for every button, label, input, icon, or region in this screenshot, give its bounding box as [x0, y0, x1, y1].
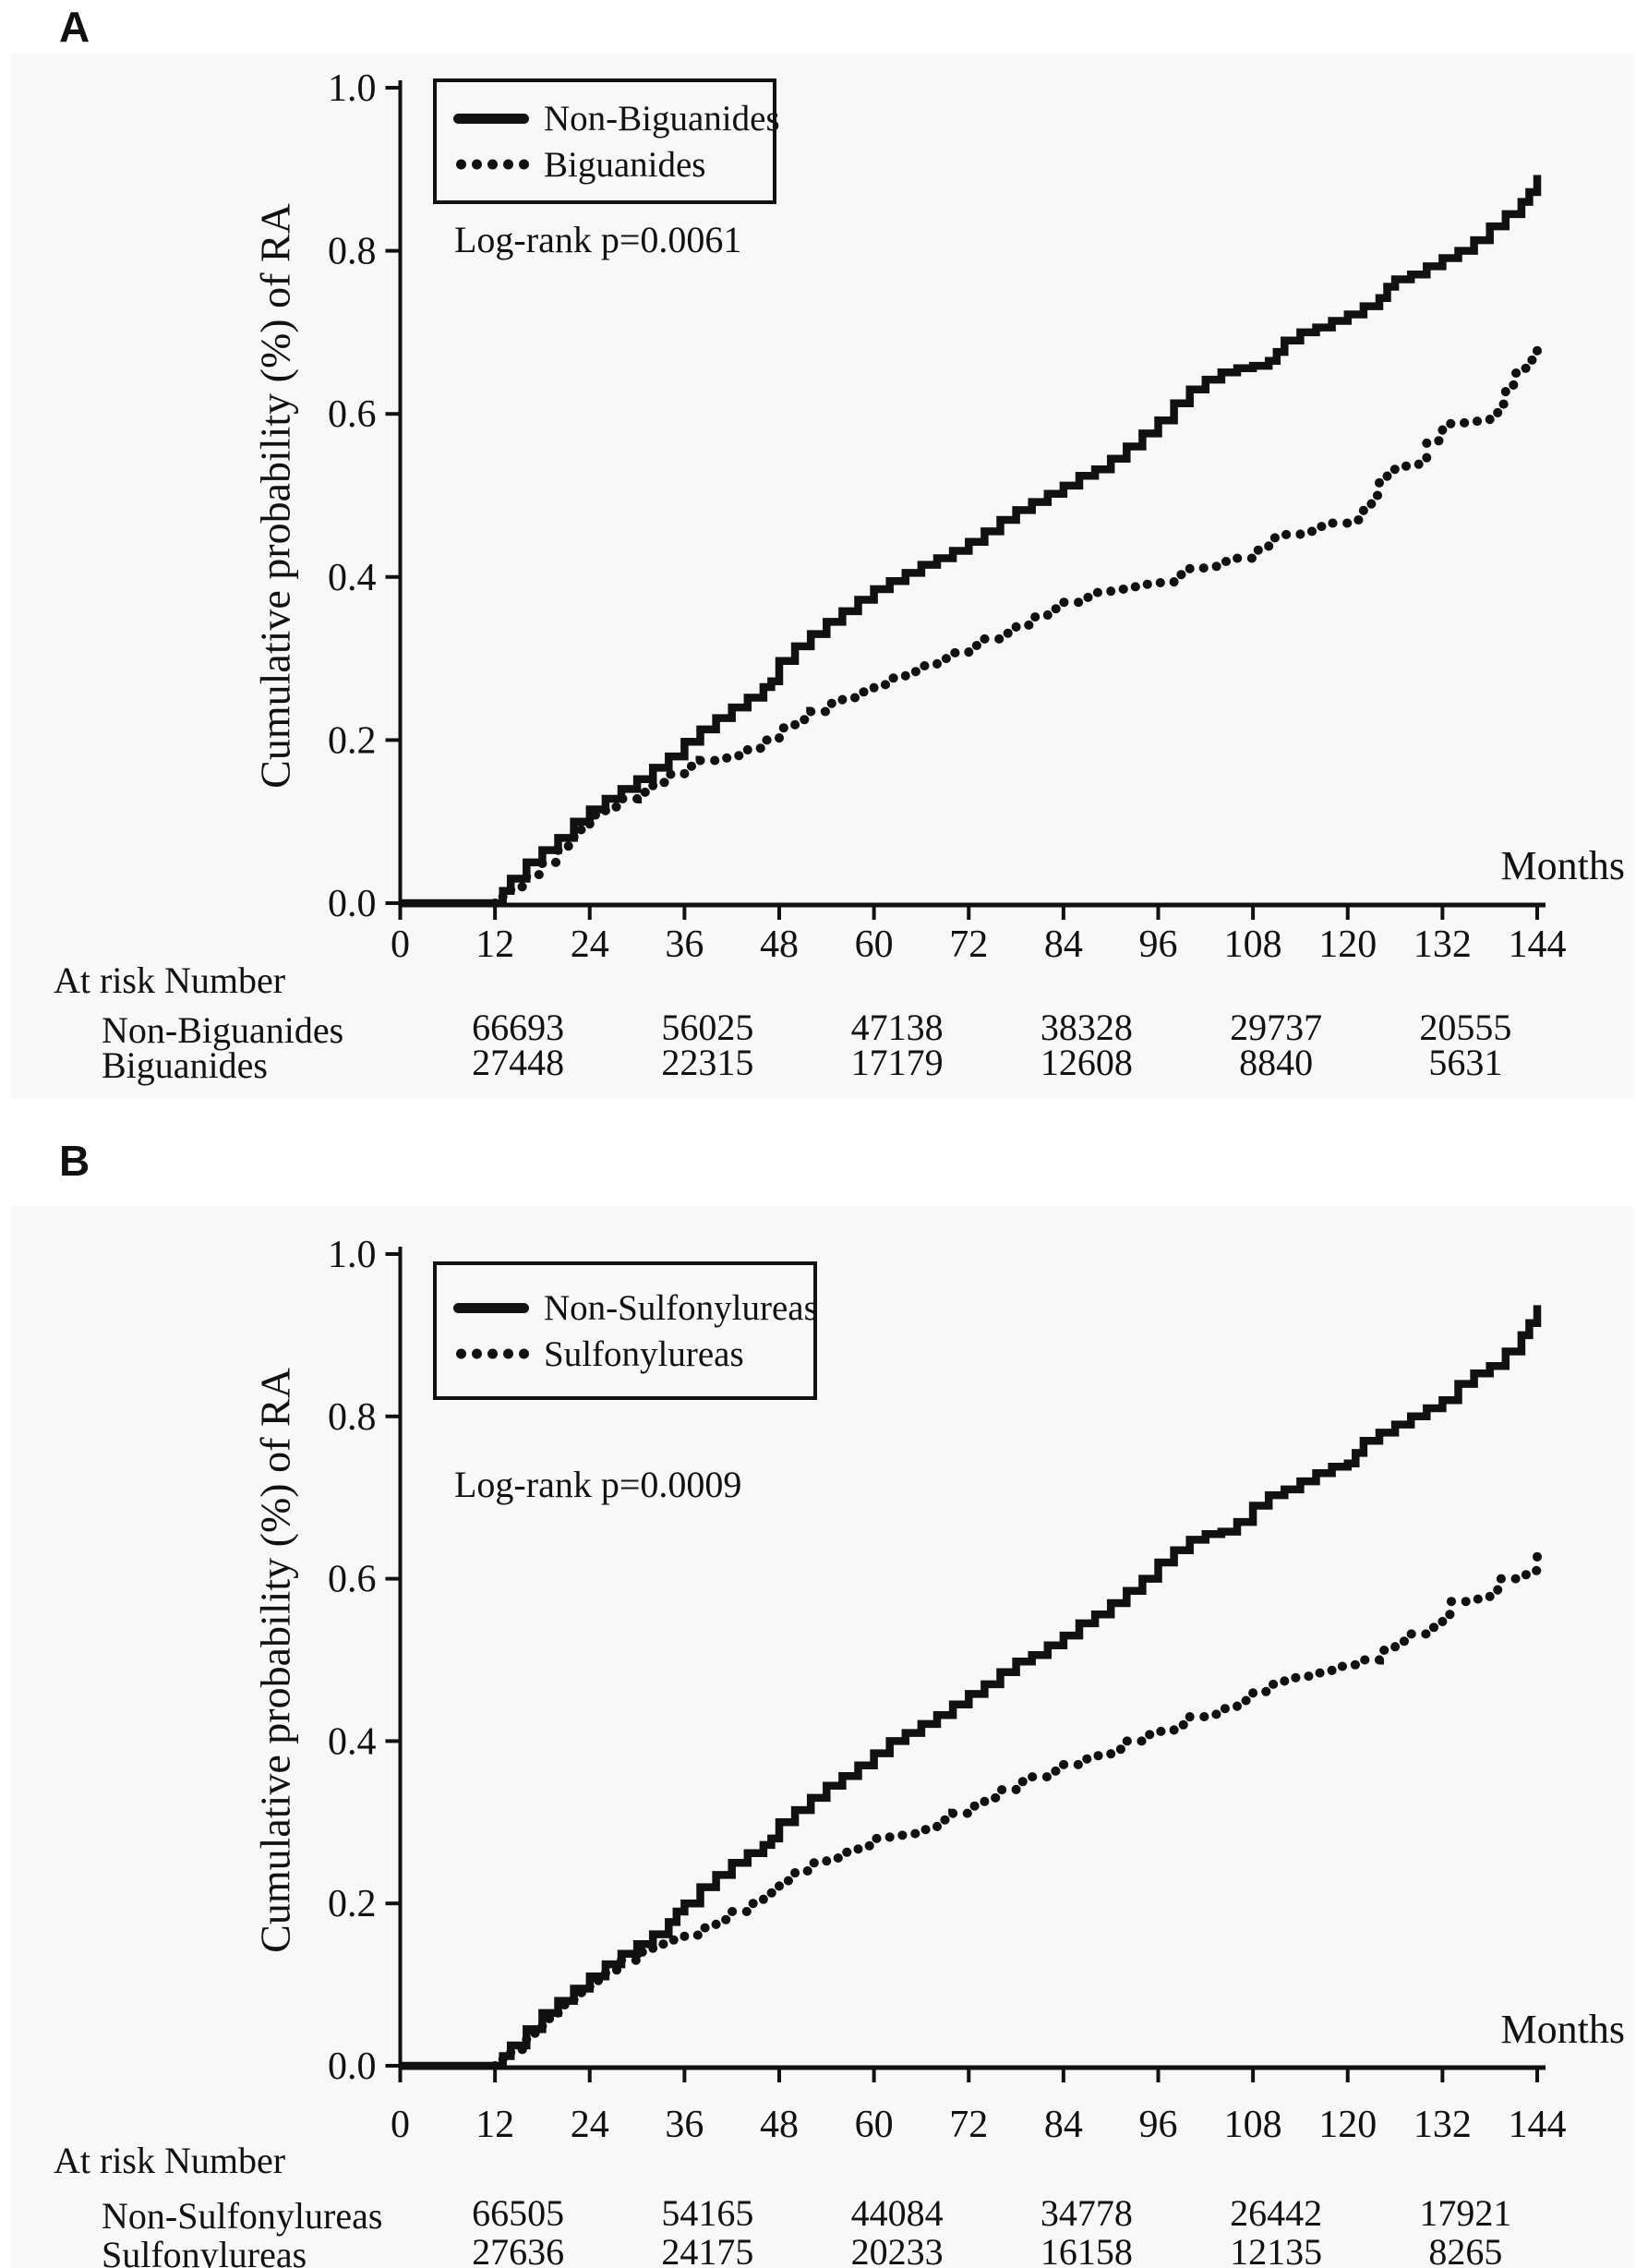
legend-a: Non-Biguanides Biguanides [433, 78, 780, 204]
x-tick-label: 24 [571, 2104, 609, 2146]
at-risk-header-a: At risk Number [54, 959, 286, 1001]
dotted-line-icon [453, 1347, 529, 1360]
panel-a-background [11, 54, 1634, 1099]
at-risk-value: 34778 [1041, 2192, 1133, 2234]
biguanides-curve [490, 339, 1542, 908]
at-risk-value: 20233 [851, 2231, 944, 2268]
y-tick-label: 0.0 [328, 883, 377, 925]
legend-entry-sulfonylureas: Sulfonylureas [453, 1333, 802, 1374]
y-tick-label: 0.6 [328, 393, 377, 436]
x-tick-label: 144 [1509, 923, 1567, 966]
legend-entry-non-biguanides: Non-Biguanides [453, 98, 780, 139]
x-tick-label: 96 [1139, 2104, 1178, 2146]
at-risk-value: 66693 [472, 1007, 564, 1048]
legend-label: Biguanides [544, 144, 706, 185]
at-risk-row-label: Non-Sulfonylureas [102, 2195, 383, 2237]
x-tick-label: 60 [855, 2104, 894, 2146]
at-risk-value: 17179 [851, 1042, 944, 1083]
legend-label: Non-Sulfonylureas [544, 1287, 818, 1328]
x-tick-label: 132 [1413, 2104, 1472, 2146]
at-risk-row-label: Biguanides [102, 1044, 268, 1086]
y-tick-label: 1.0 [328, 67, 377, 110]
x-tick-label: 108 [1224, 2104, 1282, 2146]
x-tick-label: 72 [949, 2104, 988, 2146]
x-tick-label: 36 [665, 2104, 704, 2146]
at-risk-value: 20555 [1419, 1007, 1511, 1048]
panel-b-background [11, 1206, 1634, 2268]
y-tick-label: 0.2 [328, 1883, 377, 1925]
y-axis-title-a: Cumulative probability (%) of RA [251, 203, 299, 789]
at-risk-value: 27636 [472, 2231, 564, 2268]
at-risk-value: 54165 [661, 2192, 753, 2234]
logrank-pvalue-a: Log-rank p=0.0061 [454, 219, 742, 260]
at-risk-value: 8840 [1239, 1042, 1313, 1083]
x-tick-label: 84 [1044, 923, 1083, 966]
at-risk-value: 27448 [472, 1042, 564, 1083]
x-tick-label: 12 [475, 923, 514, 966]
at-risk-value: 17921 [1419, 2192, 1511, 2234]
y-tick-label: 0.8 [328, 1396, 377, 1439]
y-tick-label: 0.2 [328, 719, 377, 762]
y-tick-label: 1.0 [328, 1234, 377, 1276]
x-tick-label: 120 [1318, 923, 1377, 966]
legend-b: Non-Sulfonylureas Sulfonylureas [433, 1261, 818, 1400]
x-tick-label: 108 [1224, 923, 1282, 966]
x-tick-label: 48 [760, 923, 799, 966]
at-risk-value: 5631 [1428, 1042, 1502, 1083]
legend-label: Sulfonylureas [544, 1333, 744, 1374]
non-sulfonylureas-curve [400, 1305, 1542, 2070]
x-tick-label: 96 [1139, 923, 1178, 966]
y-tick-label: 0.0 [328, 2045, 377, 2088]
at-risk-value: 47138 [851, 1007, 944, 1048]
y-tick-label: 0.4 [328, 1720, 377, 1763]
panel-a-label: A [59, 3, 90, 51]
x-tick-label: 84 [1044, 2104, 1083, 2146]
at-risk-value: 56025 [661, 1007, 753, 1048]
at-risk-value: 29737 [1230, 1007, 1322, 1048]
x-tick-label: 144 [1509, 2104, 1567, 2146]
at-risk-value: 26442 [1230, 2192, 1322, 2234]
at-risk-value: 12135 [1230, 2231, 1322, 2268]
at-risk-value: 8265 [1428, 2231, 1502, 2268]
dotted-line-icon [453, 158, 529, 171]
y-tick-label: 0.8 [328, 231, 377, 273]
x-tick-label: 36 [665, 923, 704, 966]
at-risk-value: 16158 [1041, 2231, 1133, 2268]
x-tick-label: 24 [571, 923, 609, 966]
x-tick-label: 132 [1413, 923, 1472, 966]
at-risk-value: 44084 [851, 2192, 944, 2234]
x-tick-label: 60 [855, 923, 894, 966]
x-tick-label: 0 [391, 2104, 410, 2146]
x-tick-label: 48 [760, 2104, 799, 2146]
at-risk-row-label: Sulfonylureas [102, 2234, 307, 2268]
panel-b-label: B [59, 1137, 90, 1185]
legend-label: Non-Biguanides [544, 98, 780, 139]
at-risk-value: 24175 [661, 2231, 753, 2268]
at-risk-value: 66505 [472, 2192, 564, 2234]
x-axis-title-a: Months [1500, 843, 1625, 888]
sulfonylureas-curve [490, 1551, 1542, 2070]
legend-entry-biguanides: Biguanides [453, 144, 762, 185]
non-biguanides-curve [400, 175, 1542, 908]
solid-line-icon [453, 1302, 529, 1313]
x-tick-label: 0 [391, 923, 410, 966]
at-risk-value: 22315 [661, 1042, 753, 1083]
x-tick-label: 120 [1318, 2104, 1377, 2146]
x-tick-label: 12 [475, 2104, 514, 2146]
x-tick-label: 72 [949, 923, 988, 966]
at-risk-value: 38328 [1041, 1007, 1133, 1048]
y-tick-label: 0.6 [328, 1559, 377, 1601]
at-risk-header-b: At risk Number [54, 2140, 286, 2181]
at-risk-row-label: Non-Biguanides [102, 1009, 344, 1051]
legend-entry-non-sulfonylureas: Non-Sulfonylureas [453, 1287, 818, 1328]
at-risk-value: 12608 [1041, 1042, 1133, 1083]
x-axis-title-b: Months [1500, 2007, 1625, 2052]
y-tick-label: 0.4 [328, 557, 377, 599]
y-axis-title-b: Cumulative probability (%) of RA [251, 1368, 299, 1953]
logrank-pvalue-b: Log-rank p=0.0009 [454, 1464, 742, 1505]
solid-line-icon [453, 113, 529, 124]
